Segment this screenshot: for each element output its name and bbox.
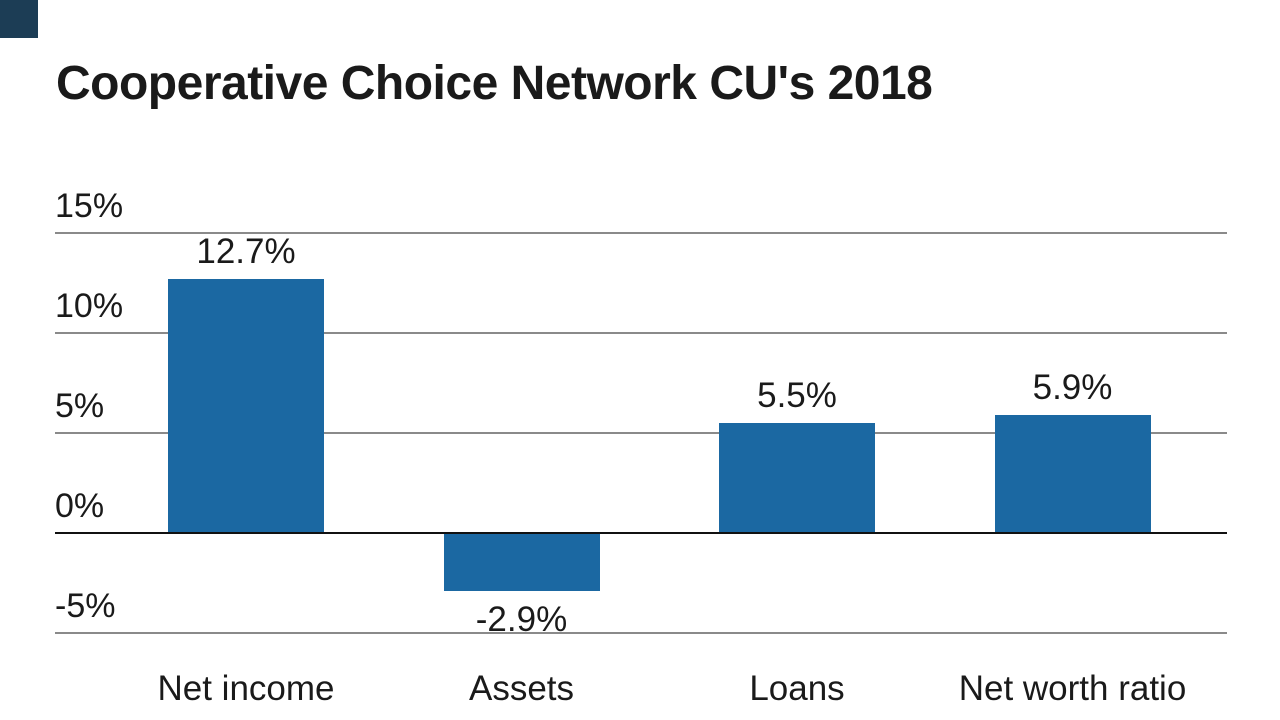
- bar-value-label: 5.5%: [757, 376, 837, 415]
- x-axis-category-label: Net worth ratio: [958, 669, 1187, 708]
- x-axis-category-label: Loans: [749, 669, 845, 708]
- bar-assets: [443, 534, 600, 591]
- chart-title: Cooperative Choice Network CU's 2018: [56, 57, 933, 110]
- bar-net-income: [168, 279, 324, 532]
- y-axis-tick-label: 10%: [55, 287, 124, 325]
- y-axis-tick-label: 15%: [55, 187, 124, 225]
- bar-loans: [719, 423, 875, 532]
- gridline--5%: [55, 632, 1227, 634]
- bar-value-label: 5.9%: [1032, 368, 1113, 407]
- gridline-10%: [55, 332, 1227, 334]
- y-axis-tick-label: -5%: [55, 587, 116, 625]
- bar-value-label: -2.9%: [475, 600, 568, 639]
- brand-mark: [0, 0, 38, 38]
- gridline-15%: [55, 232, 1227, 234]
- y-axis-tick-label: 0%: [55, 487, 105, 525]
- bar-net-worth-ratio: [994, 415, 1151, 532]
- x-axis-category-label: Net income: [157, 669, 335, 708]
- x-axis-category-label: Assets: [468, 669, 575, 708]
- bar-value-label: 12.7%: [196, 232, 296, 271]
- y-axis-tick-label: 5%: [55, 387, 105, 425]
- gridline-0%: [55, 532, 1227, 534]
- gridline-5%: [55, 432, 1227, 434]
